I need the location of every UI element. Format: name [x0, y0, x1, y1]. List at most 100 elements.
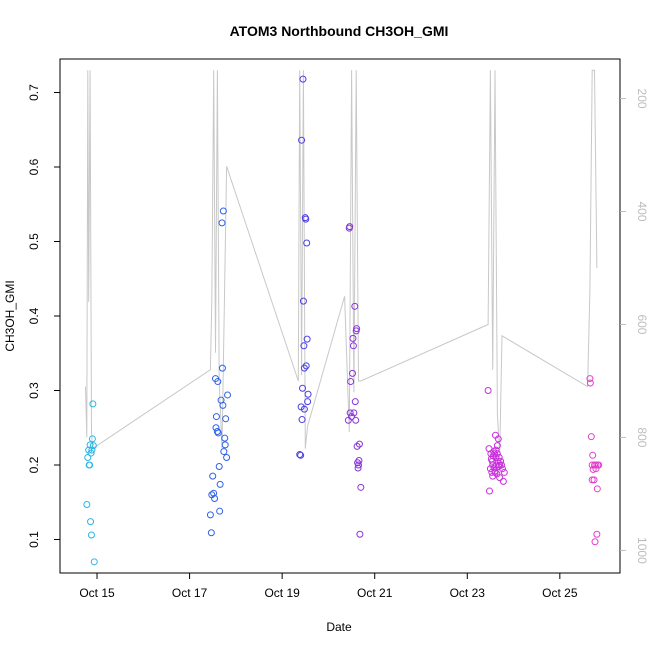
data-point	[88, 435, 96, 443]
y2-tick-label: 800	[635, 427, 649, 447]
data-point	[493, 442, 501, 450]
data-point	[496, 461, 504, 469]
secondary-y-axis: 200 400 600 800 1000	[620, 89, 649, 564]
y2-tick-label: 600	[635, 314, 649, 334]
data-point	[216, 507, 224, 515]
x-tick-label: Oct 17	[172, 586, 208, 600]
x-tick-label: Oct 23	[450, 586, 486, 600]
data-point	[222, 415, 230, 423]
data-point	[350, 409, 358, 417]
y-tick-label: 0.2	[27, 456, 41, 473]
data-point	[500, 468, 508, 476]
data-point	[587, 433, 595, 441]
data-point	[346, 223, 354, 231]
data-point	[211, 495, 219, 503]
data-point	[353, 325, 361, 333]
data-point	[87, 518, 95, 526]
data-point	[589, 451, 597, 459]
data-point	[296, 451, 304, 459]
data-point	[214, 429, 222, 437]
data-point	[220, 448, 228, 456]
data-point	[492, 446, 500, 454]
pressure-line-layer	[85, 69, 598, 455]
data-point	[214, 378, 222, 386]
data-point	[90, 558, 98, 566]
y-axis: 0.1 0.2 0.3 0.4 0.5 0.6 0.7	[27, 84, 60, 548]
y-tick-label: 0.6	[27, 158, 41, 175]
data-point	[210, 489, 218, 497]
y-axis-label: CH3OH_GMI	[3, 280, 17, 351]
data-point	[347, 378, 355, 386]
data-point	[206, 511, 214, 519]
data-point	[357, 483, 365, 491]
data-point	[304, 398, 312, 406]
data-point	[493, 450, 501, 458]
data-point	[586, 375, 594, 383]
data-point	[349, 342, 357, 350]
data-point	[354, 464, 362, 472]
chart-title: ATOM3 Northbound CH3OH_GMI	[230, 23, 449, 39]
data-point	[223, 454, 231, 462]
y-tick-label: 0.5	[27, 233, 41, 250]
y2-tick-label: 200	[635, 89, 649, 109]
data-point	[586, 379, 594, 387]
x-tick-label: Oct 21	[357, 586, 393, 600]
data-point	[303, 239, 311, 247]
data-point	[302, 215, 310, 223]
data-point	[224, 391, 232, 399]
data-point	[349, 334, 357, 342]
y-tick-label: 0.7	[27, 84, 41, 101]
data-point	[219, 401, 227, 409]
data-point	[304, 390, 312, 398]
data-point	[215, 462, 223, 470]
data-point	[491, 450, 499, 458]
data-point	[348, 369, 356, 377]
data-point	[216, 480, 224, 488]
pressure-line	[85, 69, 598, 455]
data-point	[498, 461, 506, 469]
data-point	[298, 416, 306, 424]
data-point	[297, 451, 305, 459]
data-point	[354, 459, 362, 467]
data-point	[592, 461, 600, 469]
data-point	[485, 487, 493, 495]
data-point	[218, 219, 226, 227]
data-point	[593, 485, 601, 493]
x-tick-label: Oct 25	[542, 586, 578, 600]
data-point	[83, 500, 91, 508]
data-point	[88, 446, 96, 454]
y-tick-label: 0.3	[27, 382, 41, 399]
data-point	[495, 454, 503, 462]
x-tick-label: Oct 19	[264, 586, 300, 600]
data-point	[300, 364, 308, 372]
y-tick-label: 0.1	[27, 531, 41, 548]
data-point	[303, 335, 311, 343]
data-point	[87, 449, 95, 457]
data-point	[221, 434, 229, 442]
data-point	[588, 476, 596, 484]
data-point	[209, 472, 217, 480]
data-point	[85, 461, 93, 469]
data-point	[298, 136, 306, 144]
data-point	[497, 457, 505, 465]
data-point	[87, 531, 95, 539]
data-point	[499, 477, 507, 485]
data-point	[218, 364, 226, 372]
data-point	[591, 538, 599, 546]
data-point	[213, 427, 221, 435]
y2-tick-label: 400	[635, 201, 649, 221]
x-axis-label: Date	[326, 620, 352, 634]
data-point	[299, 297, 307, 305]
data-point	[219, 207, 227, 215]
data-points-layer	[83, 75, 603, 566]
x-tick-label: Oct 15	[79, 586, 115, 600]
data-point	[348, 413, 356, 421]
data-point	[353, 442, 361, 450]
y2-tick-label: 1000	[635, 537, 649, 564]
data-point	[302, 362, 310, 370]
data-point	[355, 440, 363, 448]
x-axis: Oct 15 Oct 17 Oct 19 Oct 21 Oct 23 Oct 25	[79, 572, 578, 600]
data-point	[351, 302, 359, 310]
plot-frame	[59, 58, 621, 574]
